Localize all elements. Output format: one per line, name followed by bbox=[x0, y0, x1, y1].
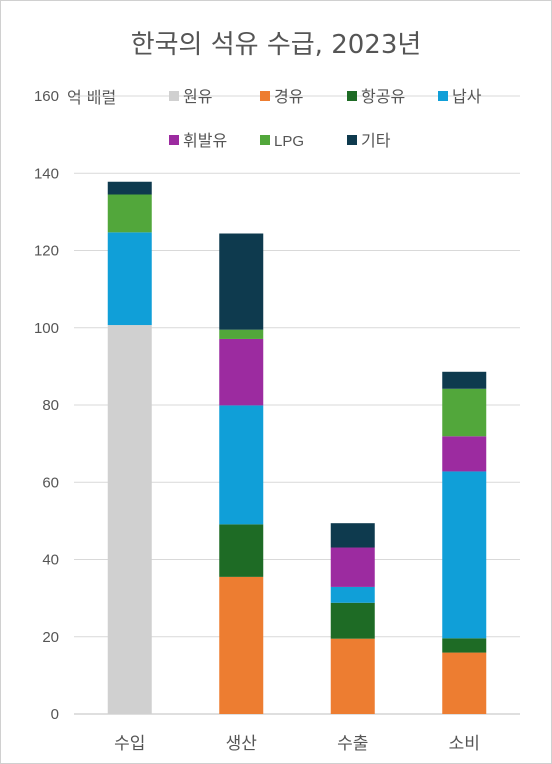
legend-swatch bbox=[169, 135, 179, 145]
bar-segment bbox=[219, 405, 264, 525]
legend-label: LPG bbox=[274, 133, 304, 150]
bar-segment bbox=[107, 232, 152, 326]
legend-label: 납사 bbox=[452, 87, 482, 106]
bar-segment bbox=[442, 471, 487, 639]
bar-segment bbox=[219, 329, 264, 339]
bar-segment bbox=[330, 586, 375, 603]
legend-label: 원유 bbox=[183, 87, 212, 106]
bar-segment bbox=[219, 338, 264, 406]
bar-segment bbox=[442, 371, 487, 389]
chart-title: 한국의 석유 수급, 2023년 bbox=[131, 30, 422, 60]
bar-segment bbox=[219, 524, 264, 577]
legend-label: 경유 bbox=[274, 87, 303, 106]
y-tick-label: 20 bbox=[42, 629, 59, 646]
bar-segment bbox=[442, 638, 487, 653]
bar-segment bbox=[107, 194, 152, 233]
bar-segment bbox=[107, 325, 152, 714]
y-tick-label: 140 bbox=[34, 165, 59, 182]
bar-segment bbox=[330, 523, 375, 548]
x-category-label: 생산 bbox=[226, 734, 258, 754]
bar-segment bbox=[330, 638, 375, 714]
x-category-label: 소비 bbox=[449, 734, 480, 754]
bar-segment bbox=[442, 436, 487, 472]
legend-swatch bbox=[169, 91, 179, 101]
legend-label: 기타 bbox=[361, 131, 391, 150]
bars bbox=[107, 181, 487, 714]
y-tick-label: 100 bbox=[34, 320, 59, 337]
y-tick-label: 160 bbox=[34, 88, 59, 105]
y-tick-label: 0 bbox=[51, 706, 59, 723]
bar-segment bbox=[219, 233, 264, 330]
y-unit-label: 억 배럴 bbox=[67, 88, 116, 107]
legend-label: 항공유 bbox=[361, 87, 405, 106]
bar-segment bbox=[442, 388, 487, 437]
y-tick-label: 120 bbox=[34, 243, 59, 260]
bar-segment bbox=[219, 576, 264, 714]
bar-segment bbox=[330, 602, 375, 639]
legend-swatch bbox=[260, 135, 270, 145]
legend-swatch bbox=[347, 91, 357, 101]
x-category-label: 수입 bbox=[114, 734, 145, 754]
legend-label: 휘발유 bbox=[183, 131, 227, 150]
y-tick-label: 80 bbox=[42, 397, 59, 414]
bar-segment bbox=[330, 547, 375, 587]
bar-segment bbox=[442, 652, 487, 714]
y-axis-ticks: 0 20 40 60 80 100 120 140 160 bbox=[34, 88, 59, 723]
legend-swatch bbox=[347, 135, 357, 145]
y-tick-label: 40 bbox=[42, 552, 59, 569]
legend-swatch bbox=[260, 91, 270, 101]
x-axis-categories: 수입 생산 수출 소비 bbox=[114, 734, 480, 754]
x-category-label: 수출 bbox=[337, 734, 368, 754]
bar-segment bbox=[107, 181, 152, 195]
legend-swatch bbox=[438, 91, 448, 101]
y-tick-label: 60 bbox=[42, 474, 59, 491]
